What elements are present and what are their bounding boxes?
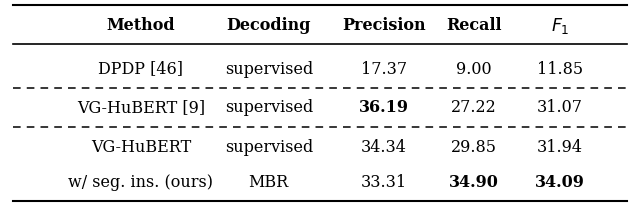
Text: Method: Method: [106, 17, 175, 34]
Text: supervised: supervised: [225, 61, 313, 77]
Text: 34.34: 34.34: [361, 139, 407, 156]
Text: supervised: supervised: [225, 139, 313, 156]
Text: VG-HuBERT [9]: VG-HuBERT [9]: [77, 99, 205, 116]
Text: Decoding: Decoding: [227, 17, 311, 34]
Text: 29.85: 29.85: [451, 139, 497, 156]
Text: VG-HuBERT: VG-HuBERT: [91, 139, 191, 156]
Text: w/ seg. ins. (ours): w/ seg. ins. (ours): [68, 174, 213, 191]
Text: 33.31: 33.31: [361, 174, 407, 191]
Text: Recall: Recall: [446, 17, 501, 34]
Text: supervised: supervised: [225, 99, 313, 116]
Text: 27.22: 27.22: [451, 99, 497, 116]
Text: $F_1$: $F_1$: [550, 16, 570, 36]
Text: MBR: MBR: [249, 174, 289, 191]
Text: DPDP [46]: DPDP [46]: [99, 61, 183, 77]
Text: 34.09: 34.09: [535, 174, 585, 191]
Text: 9.00: 9.00: [456, 61, 492, 77]
Text: 36.19: 36.19: [359, 99, 409, 116]
Text: 17.37: 17.37: [361, 61, 407, 77]
Text: Precision: Precision: [342, 17, 426, 34]
Text: 34.90: 34.90: [449, 174, 499, 191]
Text: 31.07: 31.07: [537, 99, 583, 116]
Text: 11.85: 11.85: [537, 61, 583, 77]
Text: 31.94: 31.94: [537, 139, 583, 156]
